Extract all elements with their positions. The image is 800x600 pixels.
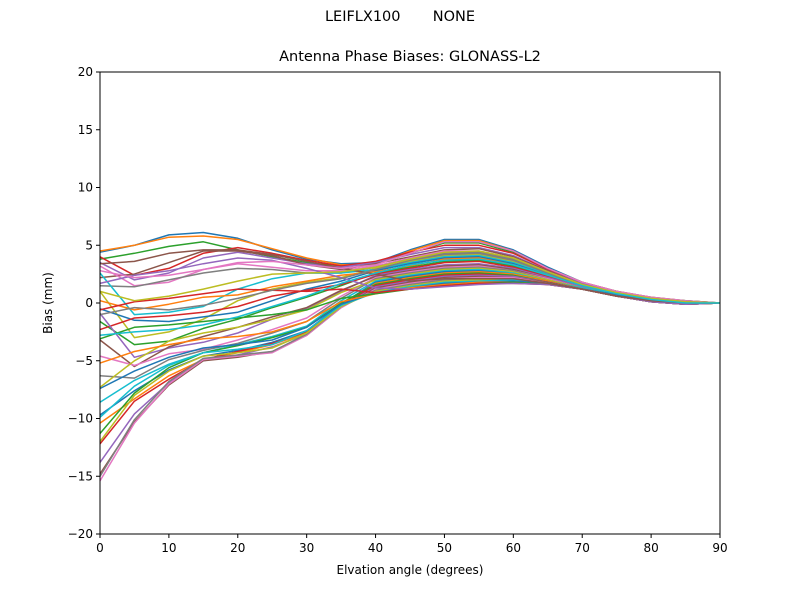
y-tick-label: 5: [85, 238, 93, 252]
x-tick-label: 70: [575, 541, 590, 555]
x-tick-label: 40: [368, 541, 383, 555]
series-line-az15: [99, 250, 721, 304]
y-tick-label: 15: [78, 123, 93, 137]
series-lines: [99, 231, 721, 482]
plot-frame: [99, 71, 721, 535]
x-tick-label: 50: [437, 541, 452, 555]
y-tick-label: −5: [75, 354, 93, 368]
x-tick-label: 60: [506, 541, 521, 555]
x-tick-label: 20: [230, 541, 245, 555]
y-tick-label: −15: [68, 469, 93, 483]
x-tick-label: 80: [643, 541, 658, 555]
x-axis-ticks: 0 10 20 30 40 50 60 70 80 90: [96, 534, 728, 555]
y-tick-label: 0: [85, 296, 93, 310]
chart-title: Antenna Phase Biases: GLONASS-L2: [279, 49, 541, 65]
series-line-az280: [99, 279, 721, 443]
series-line-az200: [99, 269, 720, 416]
x-axis-label: Elvation angle (degrees): [337, 563, 484, 577]
y-tick-label: 20: [78, 65, 93, 79]
series-line-az25: [99, 258, 720, 337]
series-line-az355: [99, 241, 721, 304]
x-tick-label: 30: [299, 541, 314, 555]
y-axis-ticks: −20 −15 −10 −5 0 5 10 15 20: [68, 65, 100, 541]
x-tick-label: 10: [161, 541, 176, 555]
y-tick-label: −20: [68, 527, 93, 541]
x-tick-label: 90: [712, 541, 727, 555]
y-axis-label: Bias (mm): [41, 272, 55, 334]
y-tick-label: −10: [68, 412, 93, 426]
x-tick-label: 0: [96, 541, 104, 555]
series-line-az290: [99, 279, 721, 418]
series-line-az350: [99, 249, 720, 304]
figure-suptitle: LEIFLX100 NONE: [324, 9, 476, 25]
y-tick-label: 10: [78, 181, 93, 195]
